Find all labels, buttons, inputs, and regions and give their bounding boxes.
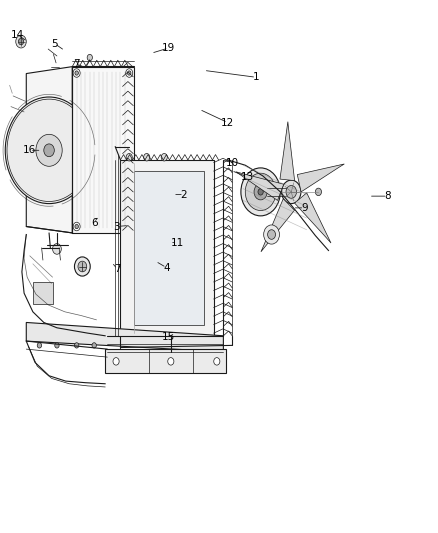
- Circle shape: [16, 35, 26, 48]
- Circle shape: [161, 154, 167, 161]
- Circle shape: [254, 184, 267, 200]
- Circle shape: [73, 222, 80, 231]
- Circle shape: [286, 185, 297, 198]
- Polygon shape: [297, 164, 344, 192]
- Circle shape: [75, 224, 78, 229]
- Text: 10: 10: [226, 158, 239, 167]
- Circle shape: [55, 343, 59, 348]
- Text: 3: 3: [113, 222, 120, 231]
- Text: 2: 2: [180, 190, 187, 199]
- Text: 9: 9: [301, 203, 308, 213]
- Text: 4: 4: [163, 263, 170, 272]
- Polygon shape: [236, 172, 284, 200]
- Circle shape: [258, 189, 263, 195]
- Circle shape: [282, 180, 301, 204]
- Polygon shape: [26, 322, 223, 352]
- Circle shape: [144, 154, 150, 161]
- Text: 12: 12: [221, 118, 234, 127]
- Circle shape: [74, 343, 79, 348]
- Text: 16: 16: [23, 146, 36, 155]
- Circle shape: [214, 358, 220, 365]
- Circle shape: [74, 257, 90, 276]
- Circle shape: [127, 71, 131, 75]
- Circle shape: [268, 230, 276, 239]
- Text: 8: 8: [384, 191, 391, 201]
- Text: 14: 14: [11, 30, 24, 39]
- Bar: [105, 349, 226, 373]
- Polygon shape: [295, 193, 331, 243]
- Circle shape: [126, 69, 133, 77]
- Polygon shape: [26, 67, 72, 233]
- Circle shape: [87, 54, 92, 61]
- Text: 15: 15: [162, 332, 175, 342]
- Bar: [134, 171, 204, 325]
- Circle shape: [126, 222, 133, 231]
- Circle shape: [78, 261, 87, 272]
- Text: 6: 6: [91, 218, 98, 228]
- Text: 5: 5: [51, 39, 58, 49]
- Circle shape: [113, 358, 119, 365]
- Circle shape: [75, 71, 78, 75]
- Text: 7: 7: [73, 59, 80, 69]
- Circle shape: [92, 343, 96, 348]
- Circle shape: [126, 154, 132, 161]
- Circle shape: [245, 173, 276, 211]
- Text: 11: 11: [171, 238, 184, 247]
- Polygon shape: [261, 199, 294, 252]
- Circle shape: [53, 244, 61, 254]
- Polygon shape: [280, 122, 295, 181]
- Circle shape: [168, 358, 174, 365]
- Text: 7: 7: [114, 264, 121, 274]
- Text: 13: 13: [241, 172, 254, 182]
- Bar: [72, 67, 134, 233]
- Circle shape: [241, 168, 280, 216]
- Circle shape: [264, 225, 279, 244]
- Circle shape: [5, 97, 93, 204]
- Bar: [120, 160, 214, 336]
- Circle shape: [73, 69, 80, 77]
- Bar: [33, 282, 53, 304]
- Circle shape: [37, 343, 42, 348]
- Circle shape: [18, 38, 24, 45]
- Circle shape: [36, 134, 62, 166]
- Text: 19: 19: [162, 43, 175, 53]
- Circle shape: [127, 224, 131, 229]
- Text: 1: 1: [253, 72, 260, 82]
- Circle shape: [315, 188, 321, 196]
- Circle shape: [44, 144, 54, 157]
